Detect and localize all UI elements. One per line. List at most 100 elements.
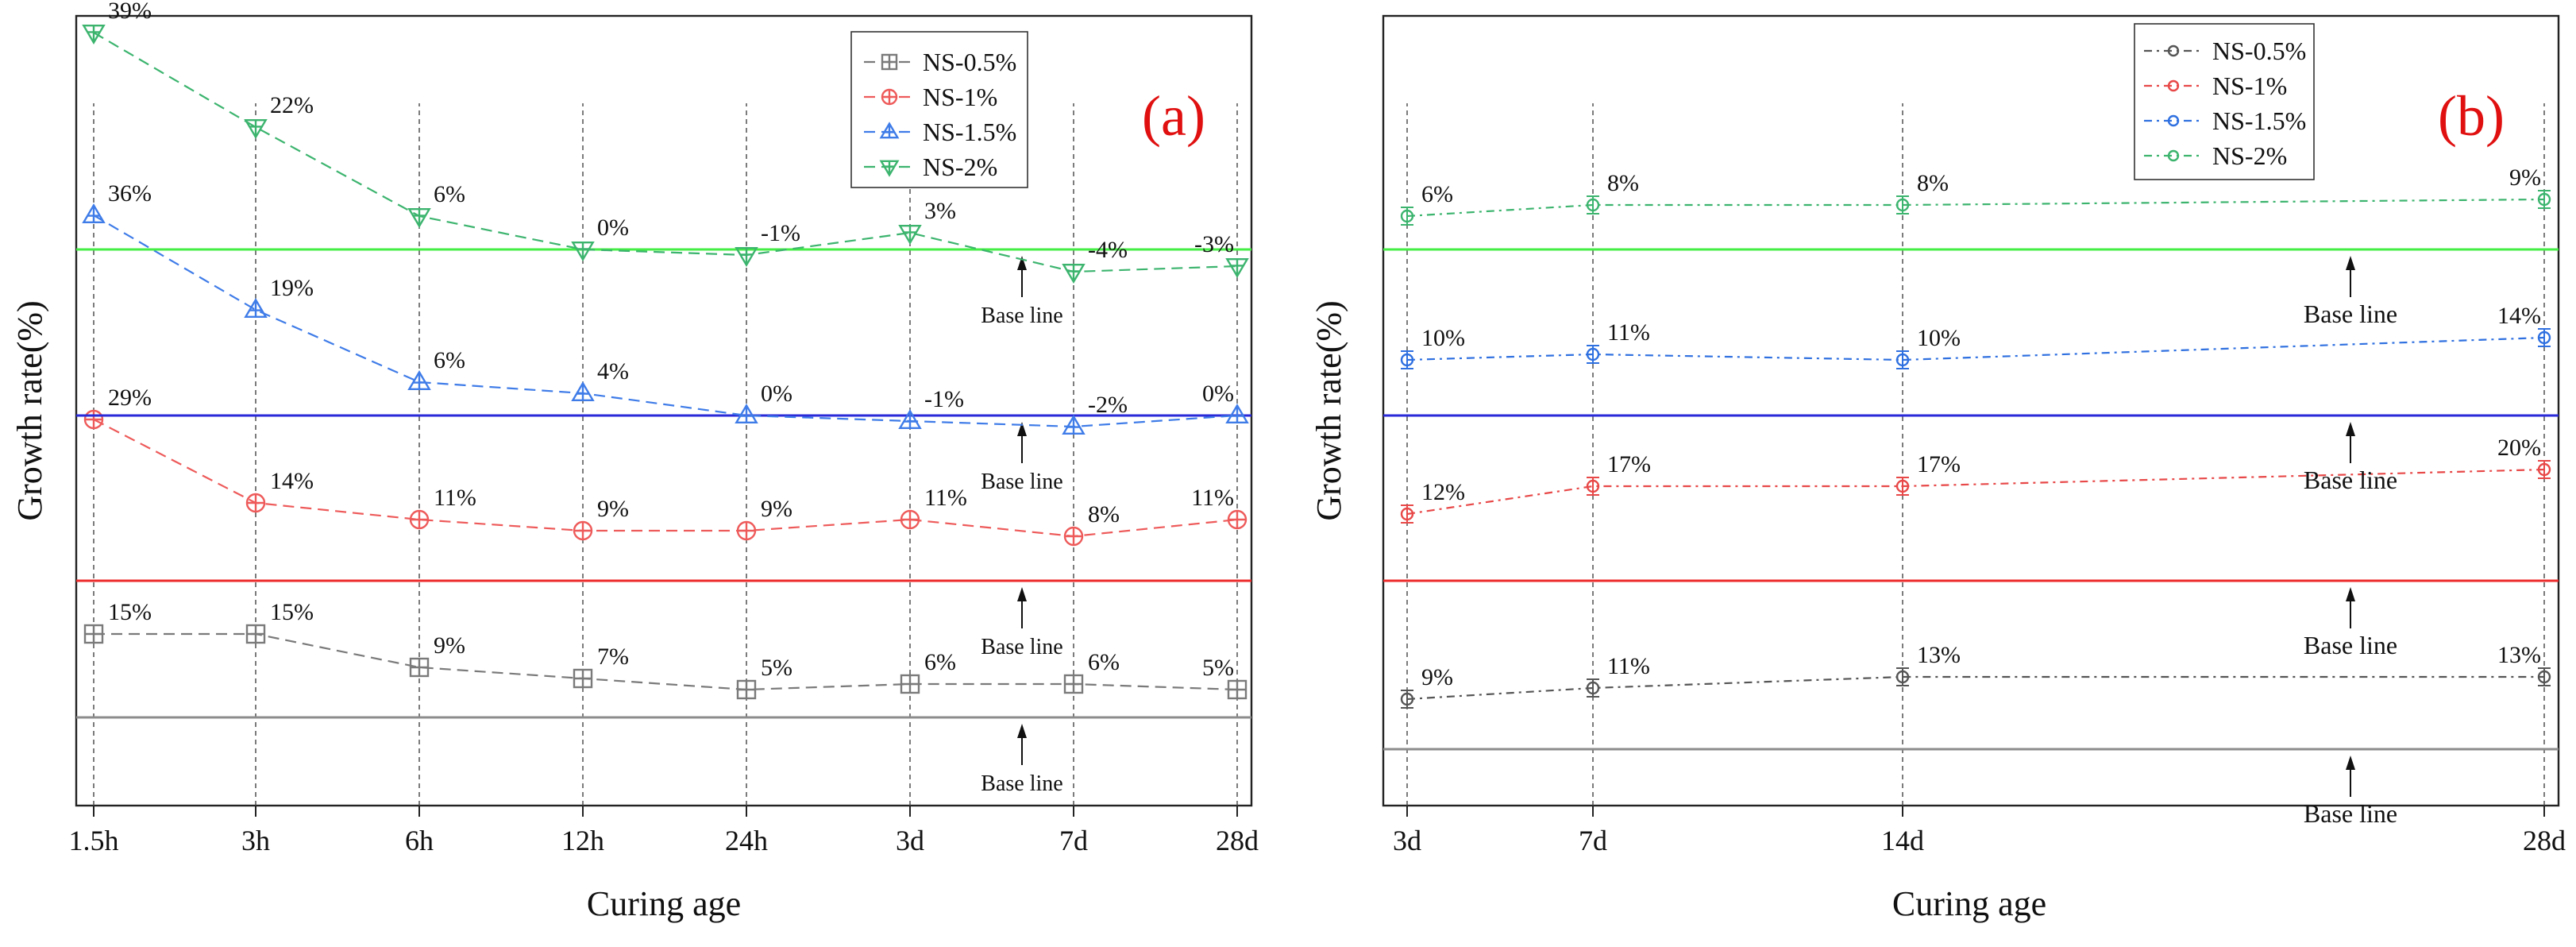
- x-tick-label: 3d: [896, 825, 924, 856]
- series-NS-0.5%: Base line 15% 15% 9% 7% 5% 6% 6% 5%: [76, 599, 1251, 796]
- series-NS-0.5%: Base line 9% 11% 13% 13%: [1383, 642, 2559, 828]
- data-label: 9%: [761, 496, 792, 522]
- data-label: 20%: [2497, 435, 2541, 461]
- data-point-cross: [577, 242, 589, 260]
- legend-marker-cross: [884, 160, 895, 176]
- baseline-label: Base line: [981, 470, 1062, 494]
- data-label: 7%: [597, 644, 629, 670]
- data-label: 19%: [270, 275, 314, 301]
- legend-box: [2134, 23, 2315, 180]
- data-label: 8%: [1607, 170, 1639, 196]
- legend: NS-0.5% NS-1% NS-1.5% NS-2%: [850, 31, 1028, 188]
- data-point: [1895, 479, 1910, 493]
- x-tick-label: 12h: [561, 825, 604, 856]
- legend-item-NS-0.5%: NS-0.5%: [864, 48, 1016, 76]
- data-point: [2537, 330, 2551, 345]
- data-point: [1586, 347, 1600, 361]
- legend-label: NS-1.5%: [2212, 106, 2306, 135]
- panel-label: (b): [2438, 84, 2505, 148]
- x-axis-label: Curing age: [1892, 884, 2046, 923]
- data-point: [1586, 681, 1600, 695]
- baseline-label: Base line: [2304, 799, 2397, 828]
- series-NS-2%: Base line 39% 22% 6% 0% -1% 3% -4% -3%: [76, 0, 1251, 328]
- baseline-label: Base line: [2304, 466, 2397, 494]
- x-tick-label: 7d: [1059, 825, 1088, 856]
- legend-label: NS-1%: [923, 83, 997, 111]
- data-point-cross: [901, 511, 919, 528]
- baseline-label: Base line: [2304, 300, 2397, 328]
- x-tick-label: 24h: [725, 825, 768, 856]
- data-label: 17%: [1607, 451, 1651, 477]
- data-point-cross: [574, 522, 592, 539]
- data-label: -2%: [1088, 392, 1128, 418]
- data-label: 15%: [108, 599, 152, 625]
- series-NS-1%: Base line 12% 17% 17% 20%: [1383, 435, 2559, 659]
- data-label: 39%: [108, 0, 152, 24]
- data-point-cross: [1231, 259, 1244, 276]
- data-label: 4%: [597, 358, 629, 385]
- data-point-cross: [247, 494, 264, 512]
- data-label: 11%: [1607, 319, 1650, 346]
- data-label: 0%: [761, 381, 792, 407]
- data-label: 9%: [1421, 664, 1453, 690]
- data-point: [1400, 209, 1414, 223]
- data-label: 6%: [924, 649, 956, 675]
- plot-frame: [1382, 14, 2560, 807]
- data-point: [1895, 353, 1910, 367]
- series-NS-1%: Base line 29% 14% 11% 9% 9% 11% 8% 11%: [76, 385, 1251, 659]
- x-tick-label: 28d: [2523, 825, 2566, 856]
- data-label: 29%: [108, 385, 152, 411]
- baseline-label: Base line: [2304, 631, 2397, 659]
- legend-item-NS-2%: NS-2%: [2144, 141, 2287, 170]
- chart-panel-1: 1.5h 3h 6h 12h 24h 3d 7d 28d Curing age Growth ra…: [10, 0, 1259, 923]
- x-tick-label: 6h: [405, 825, 434, 856]
- data-label: 13%: [1917, 642, 1961, 668]
- data-label: 14%: [2497, 303, 2541, 329]
- data-label: 12%: [1421, 479, 1465, 505]
- x-tick-label: 14d: [1881, 825, 1924, 856]
- data-point: [2537, 670, 2551, 684]
- data-point-cross: [413, 372, 426, 389]
- legend-label: NS-0.5%: [2212, 37, 2306, 65]
- data-label: 9%: [434, 632, 465, 659]
- legend-marker-cross: [882, 90, 897, 104]
- data-point-cross: [1228, 681, 1246, 698]
- data-point-cross: [904, 226, 916, 243]
- data-label: 6%: [434, 347, 465, 373]
- data-label: 6%: [1421, 181, 1453, 207]
- baseline-arrowhead: [1017, 587, 1027, 601]
- legend-item-NS-2%: NS-2%: [864, 153, 997, 181]
- data-point: [2537, 462, 2551, 477]
- y-axis-label: Growth rate(%): [10, 300, 49, 520]
- legend-marker: [2167, 44, 2180, 57]
- data-point-cross: [574, 670, 592, 687]
- data-point: [1586, 479, 1600, 493]
- series-NS-1.5%: Base line 36% 19% 6% 4% 0% -1% -2% 0%: [76, 180, 1251, 494]
- data-label: -4%: [1088, 237, 1128, 263]
- data-label: 0%: [597, 215, 629, 241]
- data-point-cross: [1065, 528, 1082, 545]
- data-label: 9%: [597, 496, 629, 522]
- data-label: 10%: [1917, 325, 1961, 351]
- chart-panel-2: 3d 7d 14d 28d Curing age Growth rate(%) Base l…: [1309, 14, 2566, 923]
- data-label: 11%: [434, 485, 476, 511]
- data-point: [1895, 670, 1910, 684]
- data-label: 6%: [1088, 649, 1120, 675]
- series-line-NS-2%: [1406, 198, 2545, 218]
- legend-marker: [2167, 114, 2180, 127]
- series-line-NS-1%: [1406, 468, 2545, 516]
- data-label: 11%: [1191, 485, 1234, 511]
- data-label: 36%: [108, 180, 152, 207]
- baseline-label: Base line: [981, 303, 1062, 328]
- baseline-arrowhead: [1017, 422, 1027, 436]
- y-axis-label: Growth rate(%): [1309, 300, 1348, 520]
- baseline-label: Base line: [981, 635, 1062, 659]
- baseline-arrowhead: [2346, 756, 2355, 770]
- legend-item-NS-1.5%: NS-1.5%: [2144, 106, 2306, 135]
- data-label: 14%: [270, 468, 314, 494]
- data-label: 5%: [1202, 655, 1234, 681]
- data-point-cross: [738, 681, 755, 698]
- legend-item-NS-1%: NS-1%: [2144, 72, 2287, 100]
- series-line-NS-0.5%: [1406, 675, 2544, 701]
- series-line-NS-2%: [93, 32, 1238, 273]
